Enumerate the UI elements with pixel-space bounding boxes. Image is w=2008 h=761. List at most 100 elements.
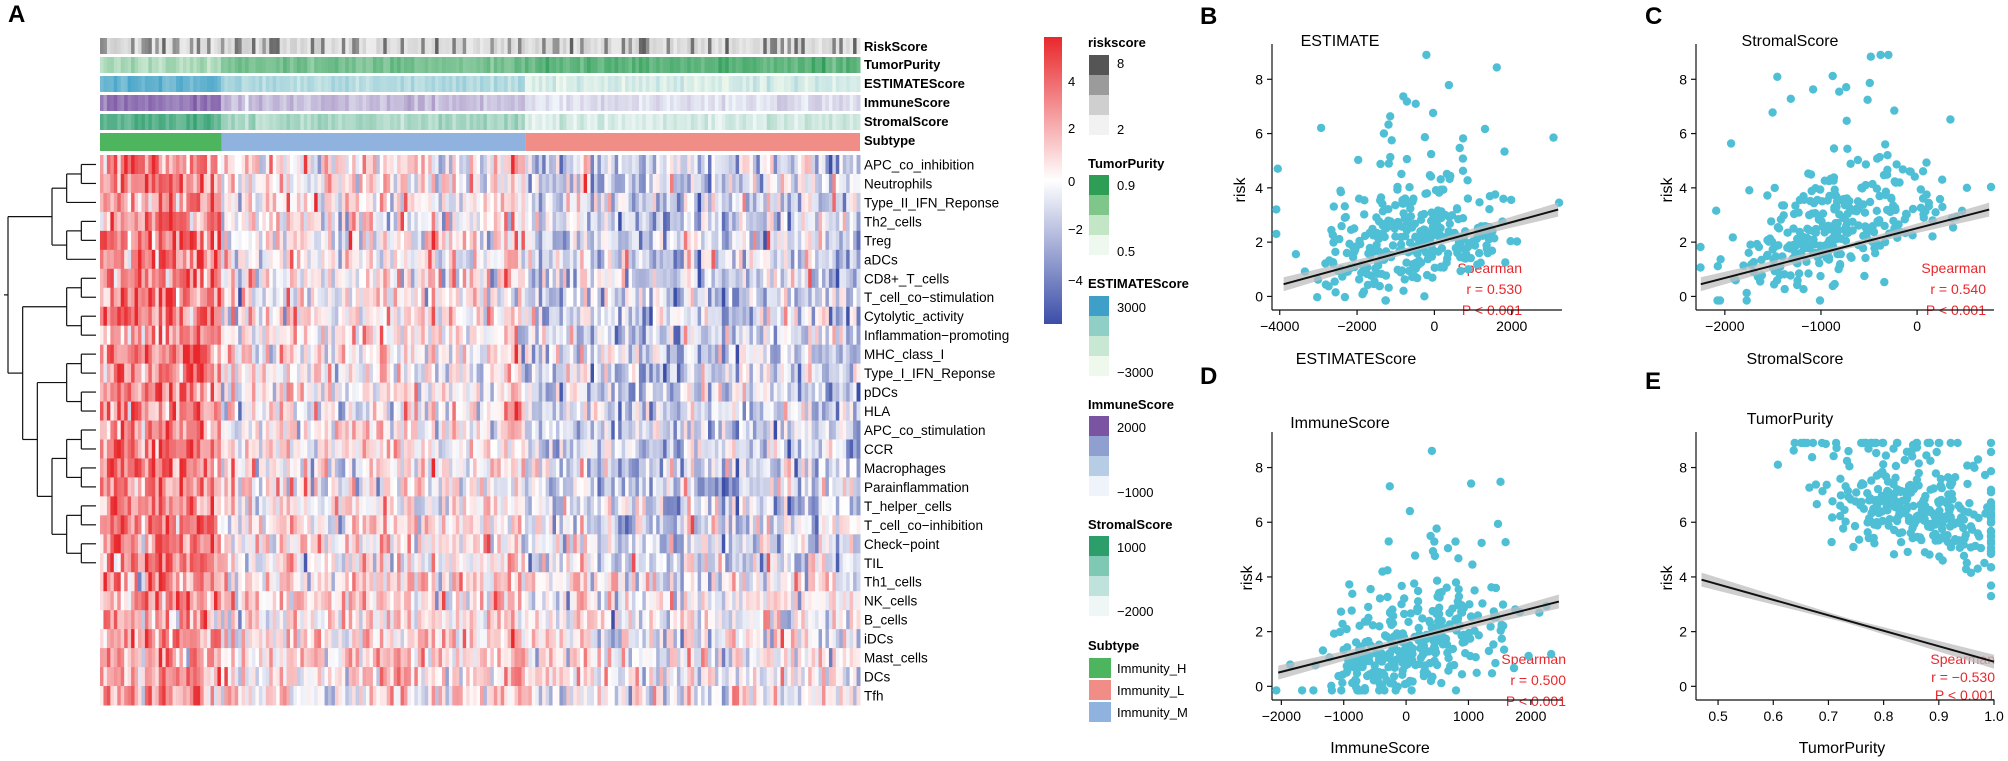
heatmap-cell (369, 420, 374, 440)
annotation-cell (835, 57, 840, 73)
annotation-cell (493, 114, 498, 130)
heatmap-cell (220, 458, 225, 478)
annotation-cell (825, 76, 830, 92)
annotation-cell (549, 38, 554, 54)
heatmap-cell (469, 192, 474, 213)
heatmap-cell (189, 401, 194, 422)
heatmap-cell (245, 477, 250, 497)
annotation-cell (445, 38, 450, 54)
heatmap-cell (141, 420, 146, 440)
heatmap-cell (386, 155, 391, 175)
annotation-cell (165, 114, 170, 130)
heatmap-cell (210, 382, 215, 403)
heatmap-cell (438, 192, 443, 213)
heatmap-cell (459, 249, 464, 270)
heatmap-cell (448, 401, 453, 422)
heatmap-cell (252, 648, 256, 668)
annotation-cell (728, 114, 733, 130)
heatmap-cell (448, 515, 453, 535)
heatmap-cell (476, 572, 481, 592)
heatmap-cell (265, 382, 270, 403)
annotation-cell (663, 95, 668, 111)
heatmap-cell (279, 420, 284, 440)
heatmap-cell (276, 363, 281, 384)
annotation-cell (189, 38, 194, 54)
annotation-cell (162, 114, 167, 130)
annotation-cell (165, 76, 170, 92)
heatmap-cell (424, 591, 429, 611)
annotation-cell (497, 38, 502, 54)
heatmap-cell (428, 553, 433, 573)
heatmap-cell (113, 363, 118, 384)
heatmap-cell (390, 648, 395, 668)
heatmap-cell (393, 515, 398, 535)
heatmap-cell (480, 648, 484, 668)
heatmap-cell (207, 686, 212, 706)
heatmap-cell (110, 420, 115, 440)
heatmap-cell (535, 686, 540, 706)
heatmap-cell (269, 230, 274, 251)
heatmap-cell (303, 287, 308, 308)
heatmap-cell (300, 211, 305, 232)
heatmap-cell (155, 420, 160, 440)
heatmap-cell (296, 249, 301, 270)
heatmap-cell (334, 344, 339, 365)
heatmap-cell (144, 325, 149, 346)
annotation-cell (200, 57, 205, 73)
heatmap-cell (117, 420, 122, 440)
heatmap-cell (224, 173, 229, 194)
annotation-cell (400, 95, 405, 111)
heatmap-cell (341, 534, 346, 554)
heatmap-cell (141, 553, 146, 573)
heatmap-cell (348, 287, 353, 308)
heatmap-cell (359, 610, 364, 630)
heatmap-cell (400, 287, 405, 308)
heatmap-cell (549, 515, 554, 535)
heatmap-cell (314, 572, 319, 592)
heatmap-cell (148, 363, 153, 384)
heatmap-cell (207, 458, 212, 478)
annotation-cell (642, 95, 647, 111)
heatmap-cell (307, 325, 312, 346)
heatmap-cell (120, 382, 125, 403)
annotation-cell (828, 57, 833, 73)
heatmap-cell (238, 155, 243, 175)
heatmap-cell (424, 420, 429, 440)
heatmap-cell (507, 629, 512, 649)
heatmap-cell (497, 667, 502, 687)
annotation-cell (435, 76, 440, 92)
heatmap-cell (134, 686, 139, 706)
heatmap-cell (545, 629, 550, 649)
heatmap-cell (362, 629, 367, 649)
heatmap-cell (328, 325, 332, 346)
annotation-cell (701, 57, 706, 73)
heatmap-cell (324, 667, 329, 687)
heatmap-cell (328, 534, 332, 554)
heatmap-cell (559, 591, 564, 611)
heatmap-cell (393, 553, 398, 573)
heatmap-cell (131, 667, 136, 687)
heatmap-cell (196, 477, 201, 497)
heatmap-cell (255, 610, 260, 630)
annotation-cell (151, 95, 156, 111)
heatmap-cell (117, 173, 122, 194)
heatmap-cell (455, 534, 460, 554)
heatmap-cell (134, 192, 139, 213)
heatmap-cell (134, 155, 139, 175)
heatmap-cell (549, 439, 554, 459)
annotation-cell (728, 57, 733, 73)
heatmap-cell (307, 629, 312, 649)
heatmap-cell (414, 629, 419, 649)
annotation-cell (476, 38, 481, 54)
heatmap-cell (459, 401, 464, 422)
annotation-cell (120, 38, 125, 54)
annotation-cell (808, 38, 813, 54)
heatmap-cell (383, 344, 388, 365)
heatmap-cell (151, 534, 156, 554)
annotation-cell (652, 38, 657, 54)
heatmap-cell (328, 648, 332, 668)
heatmap-cell (120, 155, 125, 175)
heatmap-cell (462, 192, 467, 213)
heatmap-cell (134, 496, 139, 516)
heatmap-cell (328, 155, 332, 175)
